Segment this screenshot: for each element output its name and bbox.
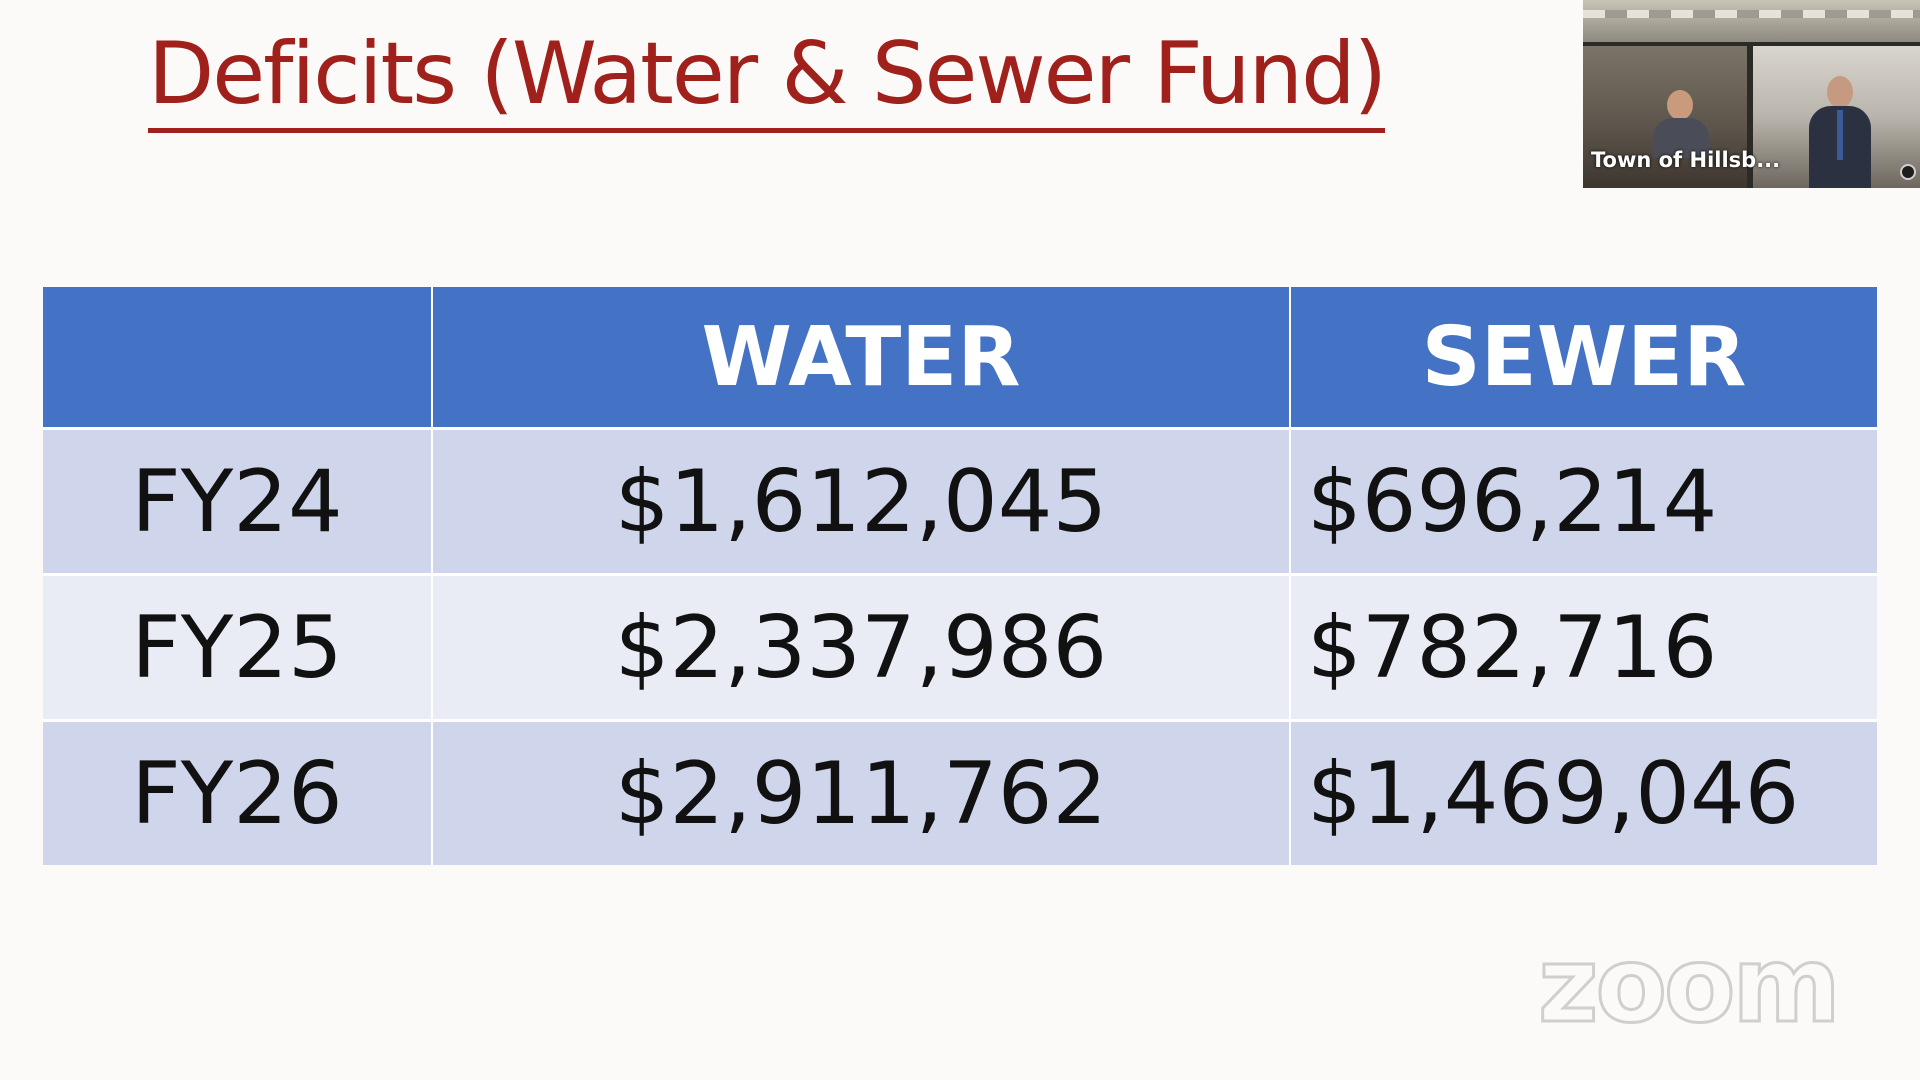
table-row: FY26 $2,911,762 $1,469,046 <box>43 719 1877 865</box>
slide-title: Deficits (Water & Sewer Fund) <box>148 24 1387 133</box>
zoom-logo-watermark: zoom <box>1537 924 1843 1046</box>
microphone-icon <box>1900 164 1916 180</box>
sewer-deficit-cell: $782,716 <box>1290 573 1877 721</box>
table-row: FY24 $1,612,045 $696,214 <box>43 427 1877 575</box>
sewer-deficit-cell: $1,469,046 <box>1290 719 1877 865</box>
participant-video-thumbnail[interactable]: Town of Hillsb... <box>1583 0 1920 188</box>
camera-feed-left <box>1583 46 1747 188</box>
table-header-row: WATER SEWER <box>43 287 1877 429</box>
water-deficit-cell: $2,911,762 <box>432 719 1291 865</box>
header-cell-water: WATER <box>432 287 1291 429</box>
header-cell-sewer: SEWER <box>1290 287 1877 429</box>
water-deficit-cell: $2,337,986 <box>432 573 1291 721</box>
participant-seated-body <box>1653 118 1709 158</box>
water-deficit-cell: $1,612,045 <box>432 427 1291 575</box>
participant-speaker-tie <box>1837 110 1843 160</box>
deficits-table: WATER SEWER FY24 $1,612,045 $696,214 FY2… <box>43 287 1877 865</box>
sewer-deficit-cell: $696,214 <box>1290 427 1877 575</box>
meeting-room-feed <box>1583 0 1920 42</box>
ceiling-lights <box>1583 10 1920 18</box>
participant-seated-head <box>1667 90 1693 120</box>
participant-name-label: Town of Hillsb... <box>1591 148 1781 172</box>
participant-speaker-head <box>1827 76 1853 108</box>
fiscal-year-cell: FY24 <box>43 427 433 575</box>
header-cell-blank <box>43 287 433 429</box>
table-row: FY25 $2,337,986 $782,716 <box>43 573 1877 721</box>
fiscal-year-cell: FY26 <box>43 719 433 865</box>
fiscal-year-cell: FY25 <box>43 573 433 721</box>
